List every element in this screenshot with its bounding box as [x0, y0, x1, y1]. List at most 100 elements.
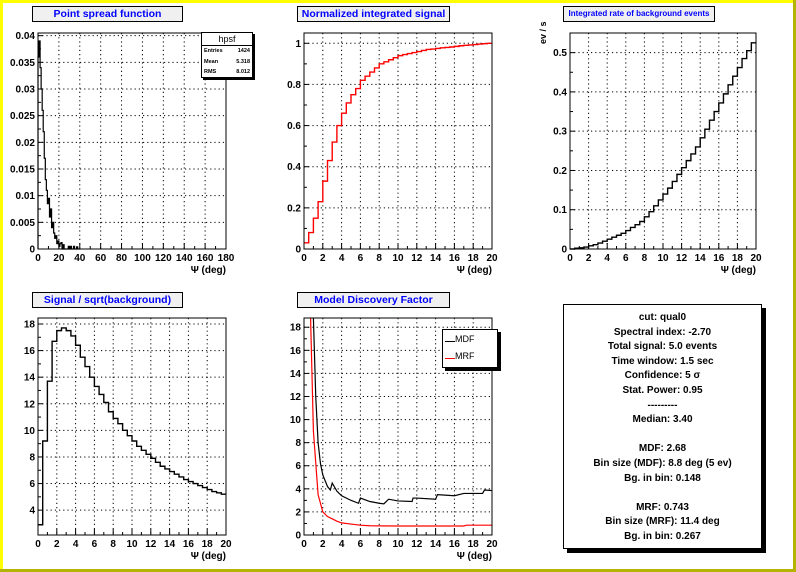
- x-tick-label: 4: [339, 539, 345, 550]
- legend-swatch-mdf: [445, 341, 455, 342]
- stats-title: hpsf: [202, 33, 252, 46]
- info-line: Bg. in bin: 0.148: [624, 472, 701, 484]
- info-line: Stat. Power: 0.95: [622, 384, 703, 396]
- plot-frame: [303, 317, 493, 536]
- x-tick-label: 6: [358, 253, 364, 264]
- legend-swatch-mrf: [445, 358, 455, 359]
- pad-title-mdf: Model Discovery Factor: [297, 292, 450, 308]
- x-tick-label: 0: [301, 539, 307, 550]
- y-tick-label: 0: [561, 245, 567, 256]
- y-tick-label: 10: [290, 415, 302, 426]
- x-tick-label: 20: [486, 253, 498, 264]
- x-tick-label: 6: [623, 253, 629, 264]
- y-tick-label: 0.02: [16, 138, 36, 149]
- y-tick-label: 4: [295, 484, 301, 495]
- info-line: MDF: 2.68: [638, 443, 687, 455]
- y-tick-label: 0.04: [16, 31, 36, 42]
- x-tick-label: 16: [183, 539, 195, 550]
- series-line-mdf: [312, 317, 493, 505]
- y-tick-label: 6: [295, 461, 301, 472]
- y-tick-label: 0.5: [553, 48, 567, 59]
- stats-label: RMS: [204, 69, 217, 75]
- y-tick-label: 0.4: [553, 87, 567, 98]
- x-tick-label: 16: [449, 253, 461, 264]
- histogram-line: [38, 327, 226, 526]
- x-tick-label: 2: [54, 539, 60, 550]
- x-tick-label: 100: [134, 253, 151, 264]
- info-line: MRF: 0.743: [636, 501, 689, 513]
- x-tick-label: 140: [176, 253, 193, 264]
- y-tick-label: 1: [295, 39, 301, 50]
- y-tick-label: 8: [29, 452, 35, 463]
- x-tick-label: 20: [220, 539, 232, 550]
- x-tick-label: 18: [732, 253, 744, 264]
- info-line: Confidence: 5 σ: [624, 370, 701, 382]
- y-tick-label: 6: [29, 479, 35, 490]
- y-tick-label: 12: [24, 399, 36, 410]
- x-tick-label: 160: [197, 253, 214, 264]
- plot-frame-bg: [570, 33, 756, 249]
- info-line: Bin size (MDF): 8.8 deg (5 ev): [593, 457, 732, 469]
- y-tick-label: 14: [24, 373, 36, 384]
- y-tick-label: 0.03: [16, 85, 36, 96]
- x-axis-label: Ψ (deg): [721, 265, 756, 276]
- plot-frame: [37, 32, 227, 250]
- info-line: Median: 3.40: [632, 414, 693, 426]
- x-tick-label: 0: [35, 253, 41, 264]
- y-tick-label: 0: [29, 245, 35, 256]
- y-tick-label: 0.2: [553, 166, 567, 177]
- legend-entry-mdf: MDF: [445, 334, 475, 344]
- stats-value: 1424: [237, 48, 250, 54]
- x-tick-label: 6: [92, 539, 98, 550]
- x-tick-label: 14: [164, 539, 176, 550]
- x-tick-label: 16: [713, 253, 725, 264]
- legend-label: MDF: [455, 334, 475, 344]
- stats-row: Entries 1424: [202, 46, 252, 57]
- x-tick-label: 180: [218, 253, 235, 264]
- x-tick-label: 8: [642, 253, 648, 264]
- x-tick-label: 40: [74, 253, 86, 264]
- y-tick-label: 0.01: [16, 191, 36, 202]
- legend-label: MRF: [455, 351, 475, 361]
- stats-label: Mean: [204, 58, 219, 65]
- x-tick-label: 60: [95, 253, 107, 264]
- y-tick-label: 0.025: [10, 111, 35, 122]
- info-line: Spectral index: -2.70: [613, 326, 712, 338]
- x-axis-label: Ψ (deg): [457, 551, 492, 562]
- x-axis-label: Ψ (deg): [191, 265, 226, 276]
- y-tick-label: 0.005: [10, 218, 35, 229]
- x-tick-label: 8: [376, 253, 382, 264]
- x-tick-label: 12: [411, 539, 423, 550]
- x-tick-label: 16: [449, 539, 461, 550]
- x-tick-label: 2: [320, 253, 326, 264]
- stats-box: hpsf Entries 1424 Mean 5.318 RMS 8.012: [201, 32, 253, 78]
- series-line-mrf: [309, 317, 492, 527]
- info-line: Total signal: 5.0 events: [607, 341, 718, 353]
- canvas-border: [0, 0, 796, 3]
- x-tick-label: 0: [301, 253, 307, 264]
- x-tick-label: 8: [110, 539, 116, 550]
- x-tick-label: 12: [145, 539, 157, 550]
- y-tick-label: 0.6: [287, 121, 301, 132]
- histogram-line: [570, 42, 756, 250]
- x-tick-label: 10: [126, 539, 138, 550]
- x-tick-label: 10: [392, 539, 404, 550]
- stats-value: 8.012: [236, 69, 250, 75]
- info-line: [564, 428, 761, 443]
- info-line: ---------: [647, 399, 678, 411]
- info-line: Bg. in bin: 0.267: [624, 530, 701, 542]
- y-tick-label: 4: [29, 506, 35, 517]
- pad-title-snr: Signal / sqrt(background): [32, 292, 183, 308]
- x-tick-label: 4: [73, 539, 79, 550]
- y-tick-label: 14: [290, 369, 302, 380]
- stats-row: RMS 8.012: [202, 67, 252, 78]
- x-tick-label: 2: [320, 539, 326, 550]
- stats-row: Mean 5.318: [202, 57, 252, 68]
- y-tick-label: 18: [24, 319, 36, 330]
- x-tick-label: 0: [35, 539, 41, 550]
- y-tick-label: 16: [290, 346, 302, 357]
- x-tick-label: 12: [411, 253, 423, 264]
- canvas-border: [0, 0, 3, 572]
- y-tick-label: 16: [24, 346, 36, 357]
